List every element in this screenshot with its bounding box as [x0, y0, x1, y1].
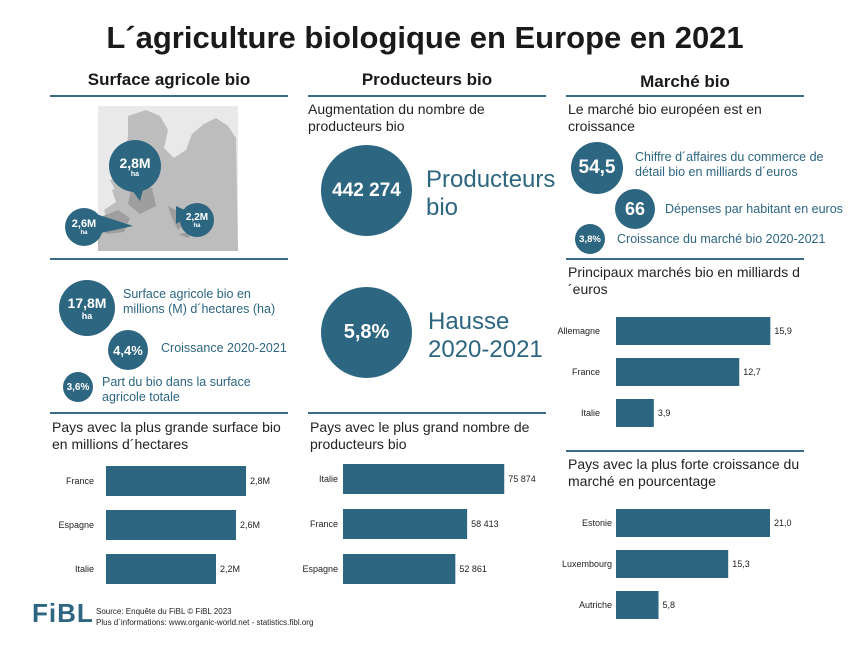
bar — [106, 554, 216, 584]
stat-unit: ha — [81, 311, 93, 321]
fibl-logo: FiBL — [32, 598, 94, 628]
bar-value-label: 2,8M — [250, 476, 270, 486]
column-title-surface: Surface agricole bio — [87, 70, 251, 89]
producers-heading: Augmentation du nombre de producteurs bi… — [308, 101, 485, 134]
bar — [616, 317, 771, 345]
stat-label-share: Part du bio dans la surface agricole tot… — [102, 375, 251, 404]
bar-category-label: Espagne — [58, 520, 94, 530]
bar — [343, 464, 505, 494]
divider — [50, 258, 288, 260]
stat-circle-producers: 442 274 — [321, 145, 412, 236]
stat-circle-area: 17,8M ha — [59, 280, 115, 336]
bubble-value: 2,6M — [71, 218, 97, 230]
bar — [616, 358, 740, 386]
divider — [50, 412, 288, 414]
footer-info: Plus d´informations: www.organic-world.n… — [96, 618, 314, 627]
bar-category-label: France — [66, 476, 94, 486]
stat-label-growth: Croissance 2020-2021 — [161, 341, 287, 355]
divider — [308, 95, 546, 97]
bar-value-label: 15,9 — [774, 326, 792, 336]
bar-value-label: 15,3 — [732, 559, 750, 569]
column-title-market: Marché bio — [640, 72, 730, 91]
page-title: L´agriculture biologique en Europe en 20… — [106, 20, 744, 55]
bubble-value: 2,2M — [185, 211, 209, 223]
stat-circle-rise: 5,8% — [321, 287, 412, 378]
bar — [616, 509, 770, 537]
divider — [566, 95, 804, 97]
bar — [106, 510, 236, 540]
bar-chart-markets: Allemagne 15,9 France 12,7 Italie 3,9 — [557, 317, 792, 427]
map-bubble-spain: 2,6M ha — [65, 208, 103, 246]
bar-value-label: 75 874 — [508, 474, 536, 484]
stat-label-area: Surface agricole bio en millions (M) d´h… — [123, 287, 276, 316]
bar-category-label: Italie — [75, 564, 94, 574]
stat-circle-growth: 4,4% — [108, 330, 148, 370]
chart-title-producers: Pays avec le plus grand nombre de produc… — [310, 419, 530, 452]
bar — [343, 509, 468, 539]
column-title-producers: Producteurs bio — [361, 70, 493, 89]
bar — [343, 554, 456, 584]
chart-title-surface: Pays avec la plus grande surface bio en … — [52, 419, 281, 452]
bar-value-label: 52 861 — [459, 564, 487, 574]
divider — [308, 412, 546, 414]
bar-value-label: 2,2M — [220, 564, 240, 574]
bubble-unit: ha — [130, 170, 140, 178]
stat-label-turnover: Chiffre d´affaires du commerce de détail… — [635, 150, 824, 179]
chart-title-growth: Pays avec la plus forte croissance du ma… — [568, 456, 800, 489]
bar-value-label: 58 413 — [471, 519, 499, 529]
stat-circle-share: 3,6% — [63, 372, 93, 402]
bar-category-label: France — [310, 519, 338, 529]
bar-category-label: Estonie — [582, 518, 612, 528]
bar-chart-producers: Italie 75 874 France 58 413 Espagne 52 861 — [302, 464, 536, 584]
stat-circle-turnover: 54,5 — [571, 142, 623, 194]
stat-value: 17,8M — [67, 295, 107, 311]
stat-circle-per-capita: 66 — [615, 189, 655, 229]
bar-category-label: Luxembourg — [562, 559, 612, 569]
bar-category-label: Allemagne — [557, 326, 600, 336]
bar-value-label: 12,7 — [743, 367, 761, 377]
bar-value-label: 5,8 — [663, 600, 676, 610]
bar-value-label: 21,0 — [774, 518, 792, 528]
bar-value-label: 2,6M — [240, 520, 260, 530]
bar — [616, 399, 654, 427]
divider — [50, 95, 288, 97]
bar-category-label: Autriche — [579, 600, 612, 610]
bar-value-label: 3,9 — [658, 408, 671, 418]
stat-label-rise: Hausse 2020-2021 — [428, 308, 543, 363]
map-bubble-italy: 2,2M ha — [180, 203, 214, 237]
bar-chart-surface: France 2,8M Espagne 2,6M Italie 2,2M — [58, 466, 270, 584]
divider — [566, 450, 804, 452]
stat-label-market-growth: Croissance du marché bio 2020-2021 — [617, 232, 826, 246]
stat-label-producers: Producteurs bio — [426, 166, 556, 221]
divider — [566, 258, 804, 260]
bar — [106, 466, 246, 496]
map-bubble-france: 2,8M ha — [109, 140, 161, 192]
market-heading: Le marché bio européen est en croissance — [568, 101, 762, 134]
bar-category-label: Italie — [581, 408, 600, 418]
footer-source: Source: Enquête du FiBL © FiBL 2023 — [96, 607, 232, 616]
bar — [616, 591, 659, 619]
bubble-unit: ha — [193, 222, 201, 229]
bubble-unit: ha — [80, 230, 88, 236]
bar-chart-growth: Estonie 21,0 Luxembourg 15,3 Autriche 5,8 — [562, 509, 792, 619]
bar-category-label: Italie — [319, 474, 338, 484]
chart-title-markets: Principaux marchés bio en milliards d´eu… — [568, 264, 800, 297]
bubble-value: 2,8M — [119, 154, 151, 171]
bar-category-label: France — [572, 367, 600, 377]
stat-label-per-capita: Dépenses par habitant en euros — [665, 202, 843, 216]
stat-circle-market-growth: 3,8% — [575, 224, 605, 254]
bar-category-label: Espagne — [302, 564, 338, 574]
bar — [616, 550, 729, 578]
